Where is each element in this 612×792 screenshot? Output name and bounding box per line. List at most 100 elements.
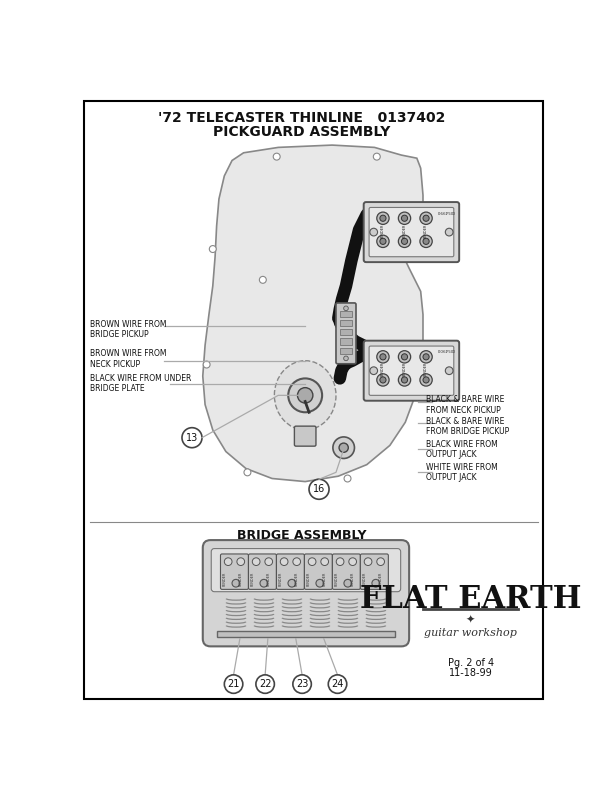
FancyBboxPatch shape: [364, 202, 459, 262]
Text: 11-18-99: 11-18-99: [449, 668, 493, 677]
Circle shape: [372, 580, 379, 587]
Circle shape: [423, 354, 429, 360]
Polygon shape: [203, 145, 423, 482]
Circle shape: [333, 437, 354, 459]
Text: BLACK & BARE WIRE
FROM BRIDGE PICKUP: BLACK & BARE WIRE FROM BRIDGE PICKUP: [426, 417, 509, 436]
FancyBboxPatch shape: [369, 346, 453, 395]
Text: 22: 22: [259, 679, 271, 689]
Circle shape: [420, 374, 432, 386]
Text: BRIDGE ASSEMBLY: BRIDGE ASSEMBLY: [237, 529, 366, 542]
Circle shape: [413, 384, 420, 391]
Circle shape: [321, 558, 329, 565]
Circle shape: [203, 361, 210, 368]
Circle shape: [364, 558, 372, 565]
Text: FENDER: FENDER: [403, 223, 406, 238]
Circle shape: [401, 215, 408, 221]
Circle shape: [259, 276, 266, 284]
Text: FENDER: FENDER: [323, 571, 327, 586]
FancyBboxPatch shape: [248, 554, 277, 589]
Circle shape: [344, 306, 348, 310]
Text: FENDER: FENDER: [335, 571, 339, 586]
Text: FENDER: FENDER: [363, 571, 367, 586]
FancyBboxPatch shape: [364, 341, 459, 401]
Circle shape: [377, 212, 389, 224]
FancyBboxPatch shape: [369, 208, 453, 257]
Circle shape: [420, 351, 432, 363]
Bar: [340, 329, 352, 335]
Text: FENDER: FENDER: [403, 362, 406, 376]
Circle shape: [420, 212, 432, 224]
Text: ✦: ✦: [466, 615, 476, 625]
Circle shape: [260, 580, 267, 587]
Circle shape: [423, 215, 429, 221]
Text: 16: 16: [313, 484, 325, 494]
Circle shape: [232, 580, 240, 587]
Circle shape: [256, 675, 274, 693]
Circle shape: [293, 558, 300, 565]
Circle shape: [401, 377, 408, 383]
Bar: [340, 348, 352, 354]
Bar: [340, 320, 352, 326]
Circle shape: [237, 558, 245, 565]
Text: 21: 21: [228, 679, 240, 689]
Circle shape: [344, 475, 351, 482]
Text: 13: 13: [186, 432, 198, 443]
Text: FENDER: FENDER: [295, 571, 299, 586]
Circle shape: [401, 354, 408, 360]
Circle shape: [288, 379, 322, 413]
Circle shape: [380, 215, 386, 221]
Circle shape: [377, 374, 389, 386]
Circle shape: [316, 580, 324, 587]
Circle shape: [417, 246, 424, 253]
Circle shape: [380, 377, 386, 383]
Circle shape: [288, 580, 296, 587]
FancyBboxPatch shape: [360, 554, 389, 589]
FancyBboxPatch shape: [220, 554, 248, 589]
Circle shape: [420, 235, 432, 247]
Circle shape: [401, 238, 408, 245]
Text: FENDER: FENDER: [307, 571, 311, 586]
Circle shape: [377, 558, 384, 565]
FancyBboxPatch shape: [304, 554, 332, 589]
Text: guitar workshop: guitar workshop: [424, 627, 517, 638]
Circle shape: [423, 238, 429, 245]
Circle shape: [344, 356, 348, 360]
Circle shape: [344, 580, 352, 587]
Circle shape: [273, 153, 280, 160]
Text: BLACK & BARE WIRE
FROM NECK PICKUP: BLACK & BARE WIRE FROM NECK PICKUP: [426, 395, 504, 415]
Text: FENDER: FENDER: [267, 571, 271, 586]
Circle shape: [398, 351, 411, 363]
Circle shape: [377, 351, 389, 363]
Circle shape: [308, 558, 316, 565]
FancyBboxPatch shape: [211, 549, 401, 592]
Text: Pg. 2 of 4: Pg. 2 of 4: [447, 658, 494, 668]
Text: 0054900: 0054900: [436, 347, 455, 351]
Circle shape: [225, 675, 243, 693]
Text: '72 TELECASTER THINLINE   0137402: '72 TELECASTER THINLINE 0137402: [158, 111, 445, 125]
FancyBboxPatch shape: [203, 540, 409, 646]
Circle shape: [225, 558, 232, 565]
Circle shape: [293, 675, 312, 693]
Circle shape: [380, 238, 386, 245]
Circle shape: [297, 387, 313, 403]
Circle shape: [339, 443, 348, 452]
Text: PICKGUARD ASSEMBLY: PICKGUARD ASSEMBLY: [212, 125, 390, 139]
Bar: [217, 631, 395, 637]
Bar: [340, 338, 352, 345]
Text: FENDER: FENDER: [379, 571, 382, 586]
Text: 24: 24: [331, 679, 344, 689]
Circle shape: [244, 469, 251, 476]
Text: FENDER: FENDER: [424, 223, 428, 238]
Text: BLACK WIRE FROM
OUTPUT JACK: BLACK WIRE FROM OUTPUT JACK: [426, 440, 498, 459]
Circle shape: [309, 479, 329, 499]
Circle shape: [370, 367, 378, 375]
Text: 0054990: 0054990: [436, 208, 455, 212]
Circle shape: [373, 153, 380, 160]
Text: FENDER: FENDER: [351, 571, 355, 586]
Circle shape: [446, 228, 453, 236]
Circle shape: [265, 558, 272, 565]
Text: BROWN WIRE FROM
NECK PICKUP: BROWN WIRE FROM NECK PICKUP: [89, 349, 166, 368]
Text: 23: 23: [296, 679, 308, 689]
Text: FENDER: FENDER: [279, 571, 283, 586]
Circle shape: [328, 675, 347, 693]
